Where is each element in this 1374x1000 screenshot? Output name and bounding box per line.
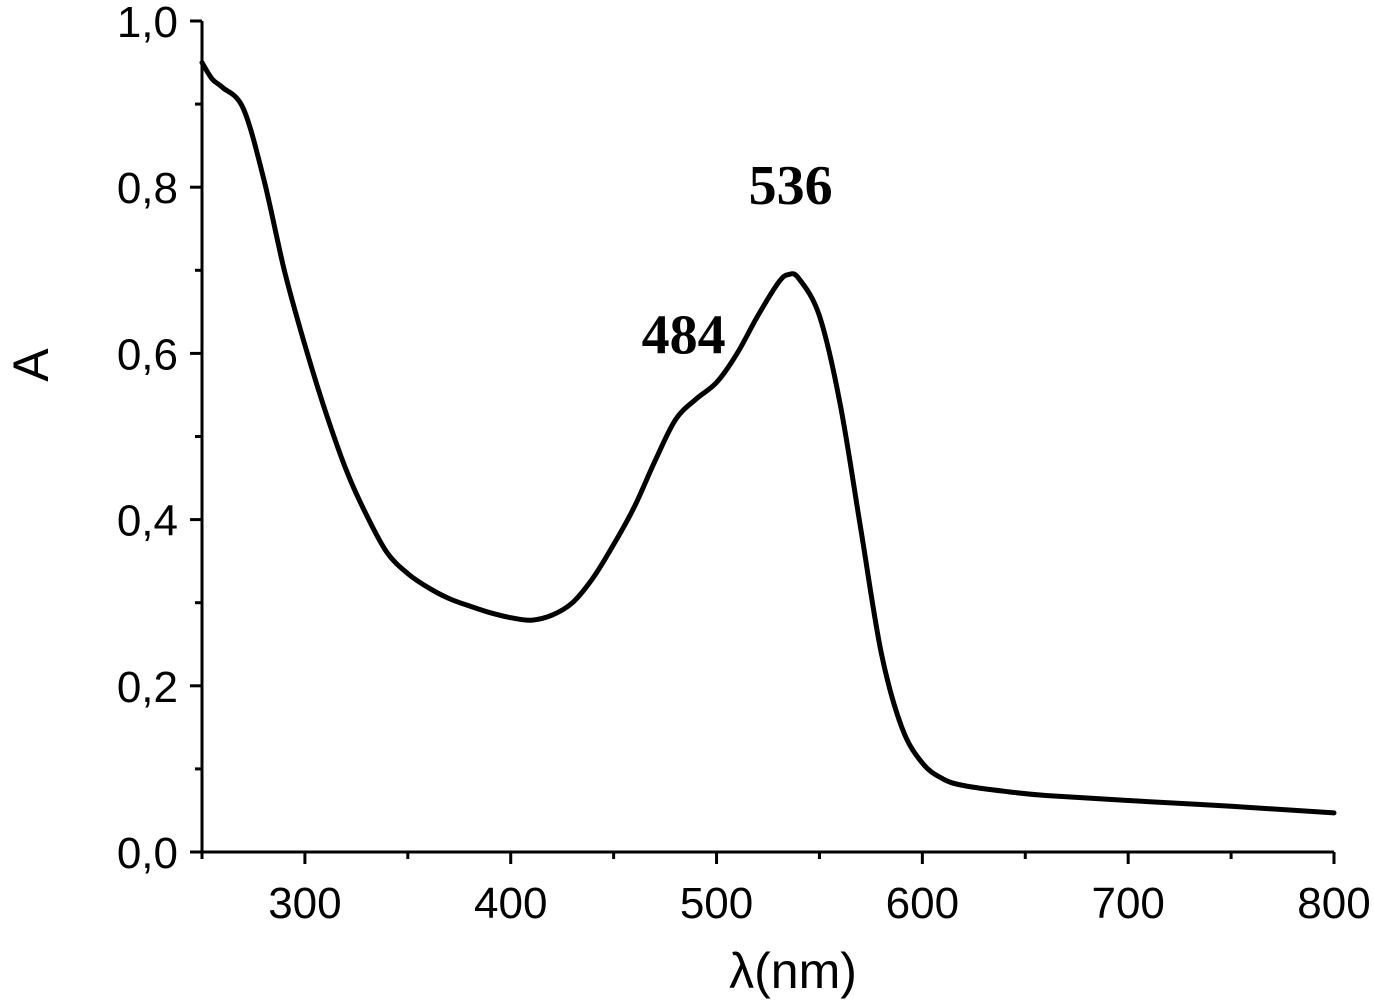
x-tick-label: 300 bbox=[268, 879, 341, 928]
series-layer bbox=[199, 60, 1337, 816]
y-tick-label: 0,8 bbox=[117, 164, 178, 213]
x-tick-label: 600 bbox=[886, 879, 959, 928]
y-tick-label: 0,0 bbox=[117, 829, 178, 878]
y-tick-label: 0,6 bbox=[117, 330, 178, 379]
y-tick-label: 0,2 bbox=[117, 663, 178, 712]
peak-label-484: 484 bbox=[642, 304, 726, 366]
y-axis-title: A bbox=[3, 348, 59, 382]
x-axis-title: λ(nm) bbox=[729, 943, 857, 999]
annotations: 484 536 bbox=[642, 155, 833, 367]
peak-label-536: 536 bbox=[749, 155, 833, 217]
y-tick-label: 1,0 bbox=[117, 0, 178, 47]
x-tick-label: 400 bbox=[474, 879, 547, 928]
x-tick-label: 800 bbox=[1297, 879, 1370, 928]
absorbance-spectrum-line bbox=[199, 60, 1337, 816]
ticks: 300 400 500 600 700 800 0,0 0,2 0,4 0,6 0,8 1,0 bbox=[117, 0, 1371, 928]
axes bbox=[200, 21, 1334, 854]
x-tick-label: 500 bbox=[680, 879, 753, 928]
y-tick-label: 0,4 bbox=[117, 497, 178, 546]
x-tick-label: 700 bbox=[1091, 879, 1164, 928]
